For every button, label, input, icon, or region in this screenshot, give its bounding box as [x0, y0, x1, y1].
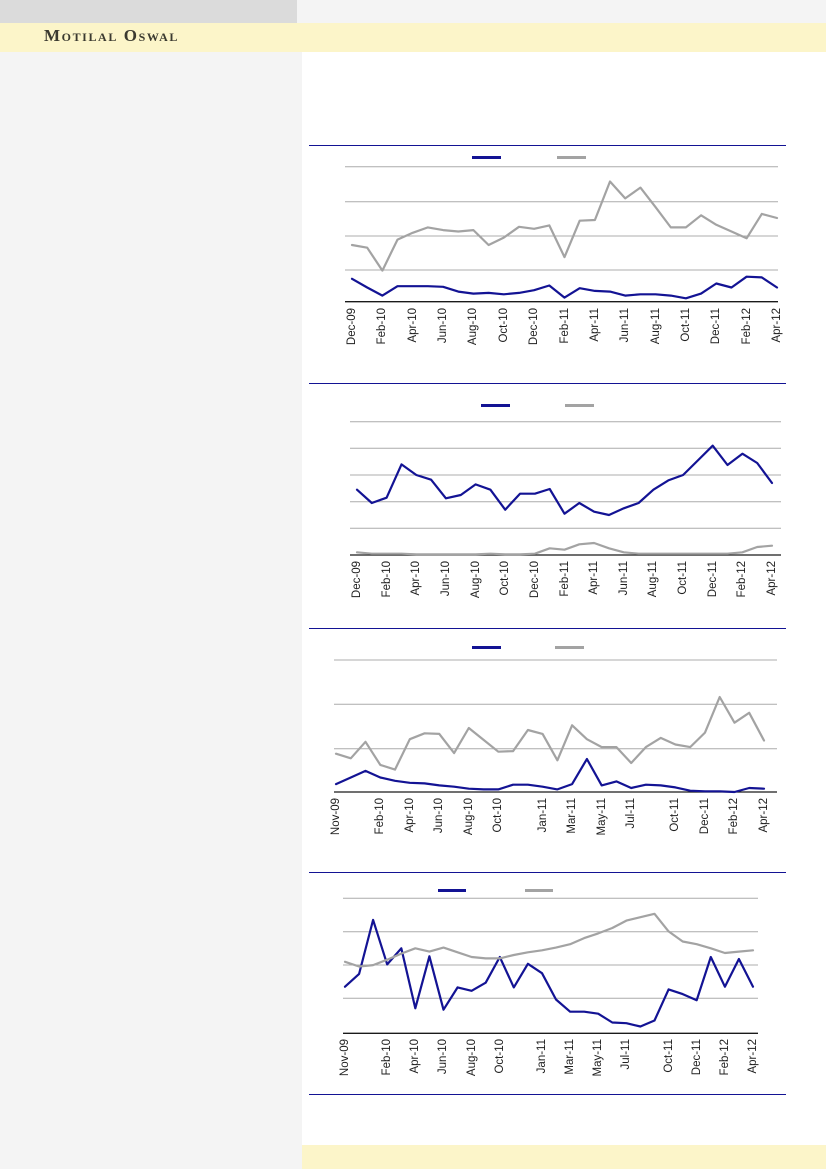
chart-1-x-tick-label: Aug-11 — [649, 307, 662, 344]
chart-4-x-tick-label: Jun-10 — [437, 1039, 450, 1075]
chart-2-legend-gray-swatch — [565, 404, 594, 408]
chart-4-x-tick-label: Feb-12 — [718, 1039, 731, 1076]
chart-4-x-tick-label: May-11 — [592, 1039, 605, 1077]
chart-2-navy-series — [355, 444, 774, 517]
chart-2-x-tick-label: Dec-10 — [528, 561, 541, 599]
chart-2-x-tick-label: Apr-10 — [410, 561, 423, 596]
footer-yellow-band — [302, 1145, 826, 1169]
chart-1-legend-gray-swatch — [557, 155, 586, 159]
chart-4-x-tick-label: Mar-11 — [564, 1039, 577, 1075]
chart-3-x-tick-label: Nov-09 — [330, 798, 342, 836]
chart-4-top-rule — [309, 872, 786, 874]
chart-3-x-tick-label: May-11 — [595, 798, 608, 836]
chart-4-x-tick-label: Dec-11 — [690, 1039, 703, 1076]
top-right-strip — [297, 0, 826, 23]
left-sidebar-panel — [0, 0, 302, 1169]
chart-4-legend-navy-swatch — [438, 889, 466, 893]
chart-4-x-tick-label: Apr-10 — [409, 1039, 422, 1074]
chart-2-top-rule — [309, 383, 786, 385]
chart-2-gray-series — [355, 541, 774, 556]
chart-2-x-tick-label: Feb-10 — [380, 561, 393, 598]
chart-2-x-tick-label: Aug-11 — [647, 561, 660, 598]
chart-4-navy-series — [343, 918, 755, 1028]
chart-1-x-tick-label: Oct-10 — [497, 307, 510, 343]
chart-3-x-tick-label: Oct-11 — [669, 798, 682, 832]
chart-2-x-tick-label: Feb-11 — [558, 561, 571, 597]
brand-header-band: Motilal Oswal — [0, 23, 826, 52]
chart-1-x-tick-label: Apr-10 — [406, 307, 419, 343]
chart-4-x-tick-label: Jan-11 — [535, 1039, 548, 1074]
chart-1-x-tick-label: Dec-11 — [710, 307, 723, 344]
chart-2-x-tick-label: Apr-11 — [588, 561, 601, 595]
chart-3-x-tick-label: Oct-10 — [492, 798, 505, 833]
chart-4-x-tick-label: Feb-10 — [381, 1039, 394, 1076]
brand-logo-text: Motilal Oswal — [44, 26, 180, 45]
chart-4-gray-series — [343, 912, 755, 968]
chart-2-x-tick-label: Dec-09 — [351, 561, 363, 599]
chart-1-x-tick-label: Aug-10 — [467, 307, 480, 345]
chart-3-x-tick-label: Apr-10 — [403, 798, 416, 833]
chart-2-x-tick-label: Dec-11 — [706, 561, 719, 598]
chart-4-x-tick-label: Oct-10 — [493, 1039, 506, 1074]
chart-3-legend-navy-swatch — [472, 646, 501, 650]
chart-1-x-tick-label: Jun-11 — [619, 307, 632, 342]
chart-3-x-tick-label: Jan-11 — [536, 798, 549, 833]
chart-2-x-tick-label: Jun-10 — [439, 561, 452, 597]
chart-3-x-tick-label: Jun-10 — [433, 798, 446, 834]
chart-4-x-tick-label: Aug-10 — [465, 1039, 478, 1077]
chart-3-top-rule — [309, 627, 786, 629]
chart-1-navy-series — [350, 275, 779, 300]
chart-1-x-tick-label: Apr-12 — [771, 307, 783, 343]
chart-4-x-tick-label: Oct-11 — [662, 1039, 675, 1073]
chart-1-gray-series — [350, 180, 779, 272]
chart-1-x-tick-label: Feb-11 — [558, 307, 571, 344]
chart-4-legend-gray-swatch — [525, 889, 553, 893]
section-divider-rule — [309, 1094, 786, 1096]
chart-1-x-tick-label: Feb-10 — [376, 307, 389, 345]
chart-1-top-rule — [309, 145, 786, 147]
chart-3-x-tick-label: Mar-11 — [566, 798, 579, 834]
chart-4-x-tick-label: Nov-09 — [339, 1039, 351, 1077]
chart-3-x-tick-label: Feb-12 — [728, 798, 741, 835]
chart-3-x-tick-label: Aug-10 — [462, 798, 475, 836]
chart-4-x-tick-label: Jul-11 — [620, 1039, 633, 1070]
chart-1-x-tick-label: Apr-11 — [588, 307, 601, 342]
chart-3-x-tick-label: Dec-11 — [698, 798, 711, 835]
chart-1-x-tick-label: Oct-11 — [679, 307, 692, 342]
chart-3-x-tick-label: Jul-11 — [625, 798, 638, 829]
chart-2-x-tick-label: Jun-11 — [617, 561, 630, 596]
chart-3-legend-gray-swatch — [555, 646, 584, 650]
chart-3-x-tick-label: Feb-10 — [374, 798, 387, 835]
chart-2-x-tick-label: Oct-11 — [677, 561, 690, 595]
chart-1-x-tick-label: Dec-09 — [346, 307, 358, 345]
chart-3-x-tick-label: Apr-12 — [758, 798, 770, 833]
top-left-gray-box — [0, 0, 297, 23]
chart-2-legend-navy-swatch — [481, 404, 510, 408]
chart-2-x-tick-label: Oct-10 — [499, 561, 512, 596]
chart-2-x-tick-label: Aug-10 — [469, 561, 482, 599]
chart-4-x-tick-label: Apr-12 — [747, 1039, 759, 1074]
chart-1-legend-navy-swatch — [472, 155, 501, 159]
chart-2-x-tick-label: Apr-12 — [766, 561, 778, 596]
chart-3-navy-series — [334, 757, 766, 794]
chart-1-x-tick-label: Feb-12 — [740, 307, 753, 345]
chart-3-gray-series — [334, 695, 766, 771]
chart-2-x-tick-label: Feb-12 — [736, 561, 749, 598]
chart-1-x-tick-label: Jun-10 — [437, 307, 450, 343]
chart-1-x-tick-label: Dec-10 — [528, 307, 541, 345]
